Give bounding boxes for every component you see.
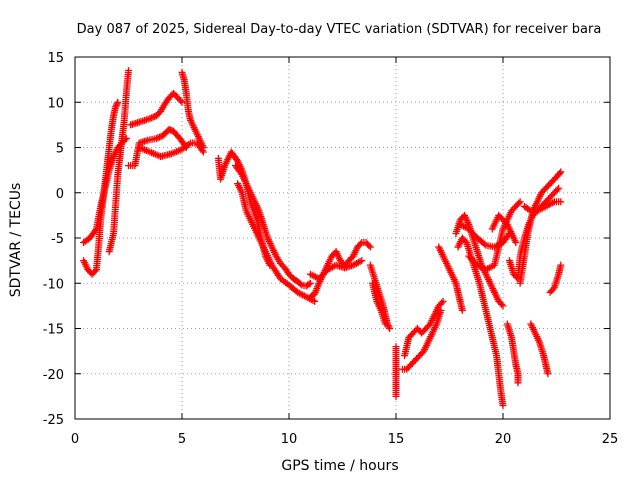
x-tick-label: 15 <box>388 432 405 447</box>
y-tick-label: -15 <box>43 323 64 338</box>
series-track-14 <box>368 279 389 328</box>
series-track-15 <box>392 343 400 400</box>
series-track-2 <box>105 67 132 256</box>
series-track-7 <box>178 68 207 151</box>
series-track-27 <box>527 320 552 378</box>
data-point <box>438 299 446 307</box>
data-points <box>80 67 565 409</box>
data-point <box>112 103 120 111</box>
data-point <box>122 134 130 142</box>
grid-lines <box>75 57 610 419</box>
data-point <box>91 226 99 234</box>
data-point <box>91 267 99 275</box>
data-point <box>392 392 400 400</box>
series-track-6 <box>135 139 207 161</box>
chart-title: Day 087 of 2025, Sidereal Day-to-day VTE… <box>77 22 602 37</box>
data-point <box>356 240 364 248</box>
data-point <box>385 323 393 331</box>
y-tick-label: 0 <box>56 187 64 202</box>
y-tick-label: 10 <box>47 96 64 111</box>
data-point <box>556 169 564 177</box>
data-point <box>557 168 565 176</box>
data-point <box>553 186 561 194</box>
data-point <box>148 114 156 122</box>
data-point <box>113 100 121 108</box>
axis-ticks <box>74 56 611 420</box>
data-point <box>178 98 186 106</box>
data-point <box>149 113 157 121</box>
data-point <box>544 370 552 378</box>
y-tick-label: 15 <box>47 51 64 66</box>
data-point <box>557 261 565 269</box>
series-track-21 <box>456 220 513 251</box>
series-track-16 <box>401 297 447 360</box>
data-point <box>499 401 507 409</box>
data-point <box>499 302 507 310</box>
y-tick-label: -10 <box>43 277 64 292</box>
data-point <box>296 280 304 288</box>
data-point <box>381 320 389 328</box>
data-point <box>266 261 274 269</box>
data-point <box>557 198 565 206</box>
data-point <box>498 300 506 308</box>
x-tick-label: 20 <box>495 432 512 447</box>
data-point <box>516 198 524 206</box>
series-track-3 <box>80 134 130 247</box>
x-tick-label: 10 <box>281 432 298 447</box>
data-point <box>154 134 162 142</box>
data-point <box>358 257 366 265</box>
series-track-22 <box>465 198 524 274</box>
y-tick-label: 5 <box>56 142 64 157</box>
data-point <box>514 379 522 387</box>
data-point <box>306 279 314 287</box>
series-track-29 <box>520 198 565 215</box>
data-point <box>512 239 520 247</box>
data-point <box>305 280 313 288</box>
data-point <box>365 242 373 250</box>
y-axis-label: SDTVAR / TECUs <box>8 183 24 298</box>
data-point <box>121 136 129 144</box>
data-point <box>114 98 122 106</box>
series-track-4 <box>127 89 186 129</box>
data-point <box>177 97 185 105</box>
series-track-12 <box>306 257 366 283</box>
x-tick-label: 5 <box>178 432 186 447</box>
y-tick-label: -5 <box>51 232 64 247</box>
series-track-28 <box>546 261 565 296</box>
data-point <box>515 199 523 207</box>
data-point <box>437 306 445 314</box>
data-point <box>458 306 466 314</box>
series-track-23 <box>488 211 520 247</box>
series-track-26 <box>516 168 565 287</box>
data-point <box>152 134 160 142</box>
data-point <box>146 115 154 123</box>
x-axis-label: GPS time / hours <box>281 458 398 474</box>
data-point <box>199 144 207 151</box>
data-point <box>112 101 120 109</box>
series-track-11 <box>306 239 374 301</box>
y-tick-label: -25 <box>43 413 64 428</box>
data-point <box>525 206 533 214</box>
series-track-13 <box>366 261 394 332</box>
y-tick-label: -20 <box>43 368 64 383</box>
series-track-17 <box>398 306 445 373</box>
series-track-8 <box>214 148 314 290</box>
data-point <box>125 67 132 75</box>
data-point <box>366 243 374 251</box>
series-track-10 <box>232 162 274 269</box>
data-point <box>311 297 319 305</box>
y-tick-labels: -25 -20 -15 -10 -5 0 5 10 15 <box>43 51 64 428</box>
data-point <box>439 297 447 305</box>
data-point <box>480 240 488 248</box>
x-tick-labels: 0 5 10 15 20 25 <box>71 432 618 447</box>
x-tick-label: 0 <box>71 432 79 447</box>
series-track-24 <box>503 320 522 387</box>
data-point <box>386 325 394 332</box>
data-point <box>156 133 164 141</box>
data-point <box>555 184 563 192</box>
series-track-18 <box>435 243 466 314</box>
x-tick-label: 25 <box>602 432 619 447</box>
